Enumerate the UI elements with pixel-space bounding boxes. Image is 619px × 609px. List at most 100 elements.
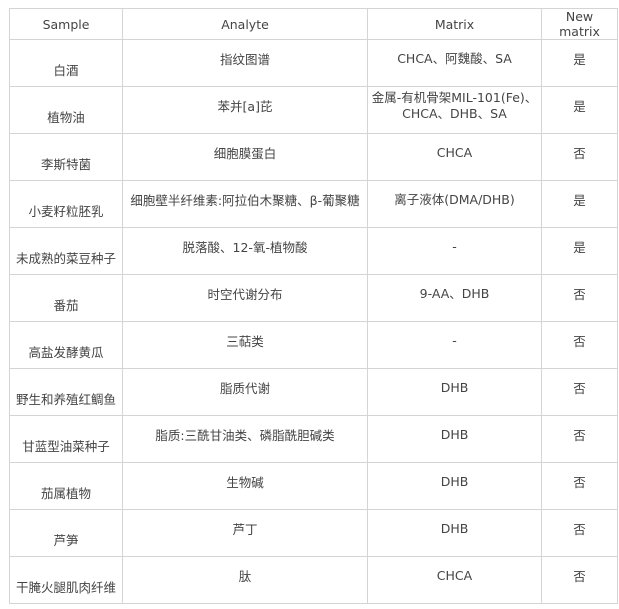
new-matrix-text: 否 [573, 146, 586, 161]
sample-text: 干腌火腿肌肉纤维 [15, 580, 116, 595]
cell-new-matrix: 否 [541, 321, 618, 369]
new-matrix-text: 否 [573, 287, 586, 302]
table-row: 未成熟的菜豆种子 脱落酸、12-氧-植物酸 - 是 [9, 227, 618, 275]
cell-analyte: 细胞壁半纤维素:阿拉伯木聚糖、β-葡聚糖 [122, 180, 368, 228]
cell-sample: 未成熟的菜豆种子 [9, 227, 123, 275]
sample-text: 甘蓝型油菜种子 [22, 439, 110, 454]
header-matrix: Matrix [367, 8, 542, 40]
header-sample: Sample [9, 8, 123, 40]
cell-new-matrix: 否 [541, 274, 618, 322]
analyte-text: 苯并[a]芘 [217, 99, 273, 114]
cell-new-matrix: 是 [541, 39, 618, 87]
analyte-text: 时空代谢分布 [207, 287, 283, 302]
matrix-text: 离子液体(DMA/DHB) [394, 192, 515, 207]
new-matrix-text: 否 [573, 381, 586, 396]
analyte-text: 细胞壁半纤维素:阿拉伯木聚糖、β-葡聚糖 [130, 193, 360, 208]
cell-matrix: - [367, 321, 542, 369]
cell-new-matrix: 否 [541, 368, 618, 416]
cell-analyte: 苯并[a]芘 [122, 86, 368, 134]
table-row: 茄属植物 生物碱 DHB 否 [9, 462, 618, 510]
new-matrix-text: 是 [573, 193, 586, 208]
sample-text: 野生和养殖红鲷鱼 [15, 392, 116, 407]
new-matrix-text: 是 [573, 240, 586, 255]
cell-analyte: 时空代谢分布 [122, 274, 368, 322]
cell-sample: 茄属植物 [9, 462, 123, 510]
analyte-text: 脱落酸、12-氧-植物酸 [182, 240, 308, 255]
analyte-text: 肽 [238, 569, 252, 584]
cell-analyte: 细胞膜蛋白 [122, 133, 368, 181]
cell-matrix: DHB [367, 368, 542, 416]
matrix-text: CHCA [436, 145, 473, 160]
sample-text: 未成熟的菜豆种子 [15, 251, 116, 266]
cell-new-matrix: 是 [541, 227, 618, 275]
sample-text: 李斯特菌 [40, 157, 91, 172]
table-row: 野生和养殖红鲷鱼 脂质代谢 DHB 否 [9, 368, 618, 416]
cell-new-matrix: 否 [541, 509, 618, 557]
header-analyte: Analyte [122, 8, 368, 40]
cell-sample: 干腌火腿肌肉纤维 [9, 556, 123, 604]
matrix-text: DHB [440, 427, 469, 442]
analyte-text: 芦丁 [232, 522, 258, 537]
table-row: 高盐发酵黄瓜 三萜类 - 否 [9, 321, 618, 369]
cell-matrix: 9-AA、DHB [367, 274, 542, 322]
table-row: 干腌火腿肌肉纤维 肽 CHCA 否 [9, 556, 618, 604]
matrix-text: 金属-有机骨架MIL-101(Fe)、CHCA、DHB、SA [371, 90, 538, 121]
matrix-text: CHCA、阿魏酸、SA [397, 51, 512, 66]
cell-sample: 白酒 [9, 39, 123, 87]
cell-matrix: CHCA [367, 556, 542, 604]
matrix-text: - [452, 333, 457, 348]
cell-new-matrix: 否 [541, 556, 618, 604]
sample-text: 白酒 [53, 63, 79, 78]
cell-sample: 植物油 [9, 86, 123, 134]
sample-text: 番茄 [53, 298, 79, 313]
matrix-text: DHB [440, 474, 469, 489]
cell-new-matrix: 是 [541, 180, 618, 228]
cell-sample: 番茄 [9, 274, 123, 322]
matrix-text: CHCA [436, 568, 473, 583]
cell-sample: 高盐发酵黄瓜 [9, 321, 123, 369]
matrix-table: Sample Analyte Matrix New matrix 白酒 指纹图谱 C… [9, 8, 618, 604]
new-matrix-text: 否 [573, 569, 586, 584]
cell-matrix: DHB [367, 509, 542, 557]
cell-sample: 小麦籽粒胚乳 [9, 180, 123, 228]
cell-matrix: 离子液体(DMA/DHB) [367, 180, 542, 228]
sample-text: 小麦籽粒胚乳 [28, 204, 104, 219]
cell-analyte: 芦丁 [122, 509, 368, 557]
cell-new-matrix: 否 [541, 415, 618, 463]
new-matrix-text: 否 [573, 522, 586, 537]
analyte-text: 指纹图谱 [219, 52, 270, 67]
cell-sample: 李斯特菌 [9, 133, 123, 181]
cell-analyte: 生物碱 [122, 462, 368, 510]
table-row: 植物油 苯并[a]芘 金属-有机骨架MIL-101(Fe)、CHCA、DHB、SA 是 [9, 86, 618, 134]
cell-new-matrix: 是 [541, 86, 618, 134]
matrix-text: 9-AA、DHB [419, 286, 490, 301]
sample-text: 茄属植物 [40, 486, 91, 501]
new-matrix-text: 否 [573, 475, 586, 490]
cell-sample: 甘蓝型油菜种子 [9, 415, 123, 463]
analyte-text: 脂质代谢 [219, 381, 270, 396]
new-matrix-text: 是 [573, 52, 586, 67]
new-matrix-text: 是 [573, 99, 586, 114]
cell-matrix: DHB [367, 462, 542, 510]
cell-matrix: CHCA、阿魏酸、SA [367, 39, 542, 87]
cell-matrix: CHCA [367, 133, 542, 181]
cell-new-matrix: 否 [541, 462, 618, 510]
table-row: 小麦籽粒胚乳 细胞壁半纤维素:阿拉伯木聚糖、β-葡聚糖 离子液体(DMA/DHB) 是 [9, 180, 618, 228]
cell-analyte: 脂质:三酰甘油类、磷脂酰胆碱类 [122, 415, 368, 463]
new-matrix-text: 否 [573, 334, 586, 349]
analyte-text: 脂质:三酰甘油类、磷脂酰胆碱类 [155, 428, 335, 443]
cell-analyte: 脱落酸、12-氧-植物酸 [122, 227, 368, 275]
table-row: 芦笋 芦丁 DHB 否 [9, 509, 618, 557]
matrix-text: - [452, 239, 457, 254]
new-matrix-text: 否 [573, 428, 586, 443]
cell-matrix: 金属-有机骨架MIL-101(Fe)、CHCA、DHB、SA [367, 86, 542, 134]
table-row: 番茄 时空代谢分布 9-AA、DHB 否 [9, 274, 618, 322]
sample-text: 植物油 [47, 110, 85, 125]
analyte-text: 生物碱 [226, 475, 264, 490]
header-new-matrix: New matrix [541, 8, 618, 40]
sample-text: 高盐发酵黄瓜 [28, 345, 104, 360]
matrix-text: DHB [440, 380, 469, 395]
cell-analyte: 指纹图谱 [122, 39, 368, 87]
table-row: 白酒 指纹图谱 CHCA、阿魏酸、SA 是 [9, 39, 618, 87]
cell-matrix: DHB [367, 415, 542, 463]
